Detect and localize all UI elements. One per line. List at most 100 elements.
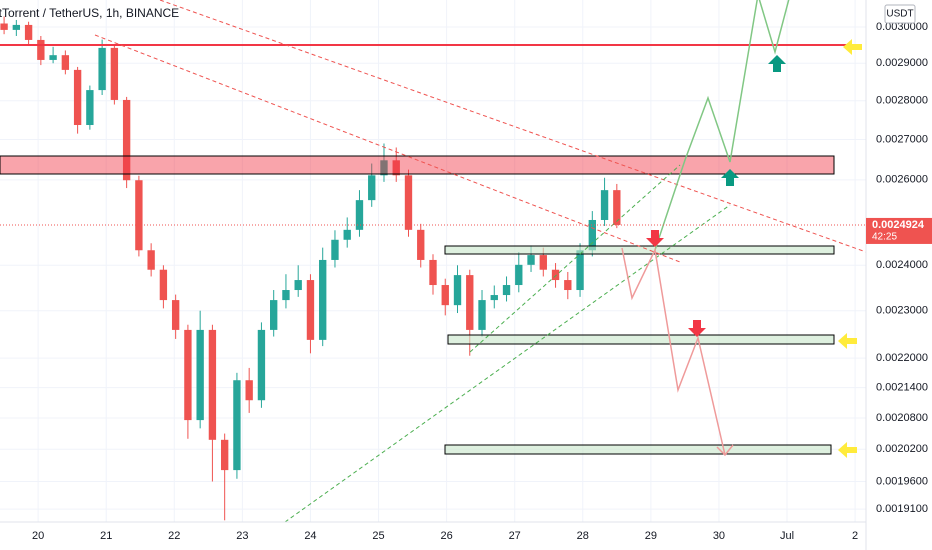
candle-body	[159, 269, 168, 301]
candle-body	[515, 264, 523, 286]
candle-body	[86, 90, 94, 126]
candle-body	[49, 55, 57, 60]
up-arrow	[768, 55, 786, 72]
candle-body	[490, 295, 498, 301]
y-tick-label: 0.0019100	[876, 503, 928, 515]
candle-body	[588, 219, 596, 251]
y-tick-label: 0.0027000	[876, 133, 928, 145]
price-axis	[866, 0, 932, 550]
candle-body	[73, 69, 82, 126]
up-arrow	[721, 169, 739, 186]
candles	[0, 16, 621, 521]
countdown: 42:25	[872, 232, 897, 243]
candle-body	[12, 24, 21, 30]
arrow-head	[716, 444, 734, 457]
support-zone	[444, 444, 832, 455]
candle-body	[257, 329, 266, 401]
trend-line	[159, 0, 867, 253]
candle-body	[171, 300, 180, 330]
support-zone	[447, 334, 835, 345]
x-tick-label: 28	[577, 530, 589, 542]
candle-body	[282, 290, 290, 301]
y-tick-label: 0.0020200	[876, 443, 928, 455]
candle-body	[392, 160, 400, 176]
y-tick-label: 0.0024000	[876, 259, 928, 271]
y-tick-label: 0.0026000	[876, 174, 928, 186]
candle-body	[453, 275, 462, 306]
down-arrow	[688, 320, 706, 337]
candle-body	[122, 99, 131, 181]
candle-body	[417, 229, 425, 260]
candle-body	[24, 24, 33, 40]
y-tick-label: 0.0020800	[876, 412, 928, 424]
candle-body	[0, 23, 8, 30]
candle-body	[294, 280, 302, 291]
candle-body	[429, 259, 437, 286]
candle-body	[478, 300, 486, 330]
last-price-box	[866, 217, 932, 244]
y-tick-label: 0.0021400	[876, 382, 928, 394]
x-tick-label: 20	[32, 530, 44, 542]
candle-body	[37, 39, 45, 60]
trend-line	[469, 164, 681, 353]
candle-body	[98, 47, 106, 91]
candle-body	[306, 280, 315, 340]
candle-body	[135, 180, 143, 251]
currency-box	[884, 4, 916, 24]
x-tick-label: 26	[440, 530, 452, 542]
currency: USDT	[886, 9, 913, 20]
y-tick-label: 0.0019600	[876, 475, 928, 487]
candle-body	[147, 250, 155, 270]
x-tick-label: 22	[168, 530, 180, 542]
candle-body	[502, 285, 511, 296]
candle-body	[184, 329, 192, 421]
x-tick-label: 25	[372, 530, 384, 542]
resistance-zone	[0, 155, 835, 175]
candle-body	[368, 175, 376, 201]
candle-body	[576, 250, 584, 291]
candle-body	[220, 439, 229, 471]
axes: 0.0030000 0.0029000 0.0028000 0.0027000 0.00…	[32, 21, 928, 542]
x-tick-label: 24	[304, 530, 316, 542]
yellow-arrow	[843, 39, 862, 55]
candle-body	[343, 229, 351, 240]
yellow-arrow	[838, 442, 857, 458]
candle-body	[600, 190, 609, 220]
last-price: 0.0024924	[872, 219, 925, 231]
bullish-projection	[654, 0, 790, 251]
down-arrow	[646, 230, 664, 247]
y-tick-label: 0.0029000	[876, 57, 928, 69]
candle-body	[245, 380, 253, 401]
x-tick-label: Jul	[780, 530, 794, 542]
x-tick-label: 23	[236, 530, 248, 542]
candle-body	[61, 55, 70, 70]
support-zone	[444, 245, 835, 255]
candle-body	[466, 275, 474, 330]
candle-body	[441, 285, 449, 306]
candle-body	[404, 175, 413, 230]
bearish-projection	[621, 247, 726, 456]
yellow-arrow	[838, 333, 857, 349]
candle-body	[527, 255, 535, 265]
y-tick-label: 0.0022000	[876, 352, 928, 364]
x-tick-label: 29	[645, 530, 657, 542]
drawings	[0, 0, 867, 523]
candle-body	[613, 190, 621, 225]
y-tick-label: 0.0023000	[876, 305, 928, 317]
candle-body	[196, 329, 204, 421]
candle-body	[270, 300, 278, 330]
candle-body	[331, 239, 339, 260]
y-tick-label: 0.0030000	[876, 21, 928, 33]
candle-body	[539, 255, 547, 270]
candle-body	[564, 280, 572, 291]
grid	[0, 0, 866, 522]
candle-body	[319, 259, 327, 340]
y-tick-label: 0.0028000	[876, 95, 928, 107]
chart-title: BitTorrent / TetherUS, 1h, BINANCE	[0, 6, 179, 20]
candle-body	[551, 269, 560, 281]
candle-body	[355, 200, 364, 230]
x-tick-label: 2	[852, 530, 858, 542]
